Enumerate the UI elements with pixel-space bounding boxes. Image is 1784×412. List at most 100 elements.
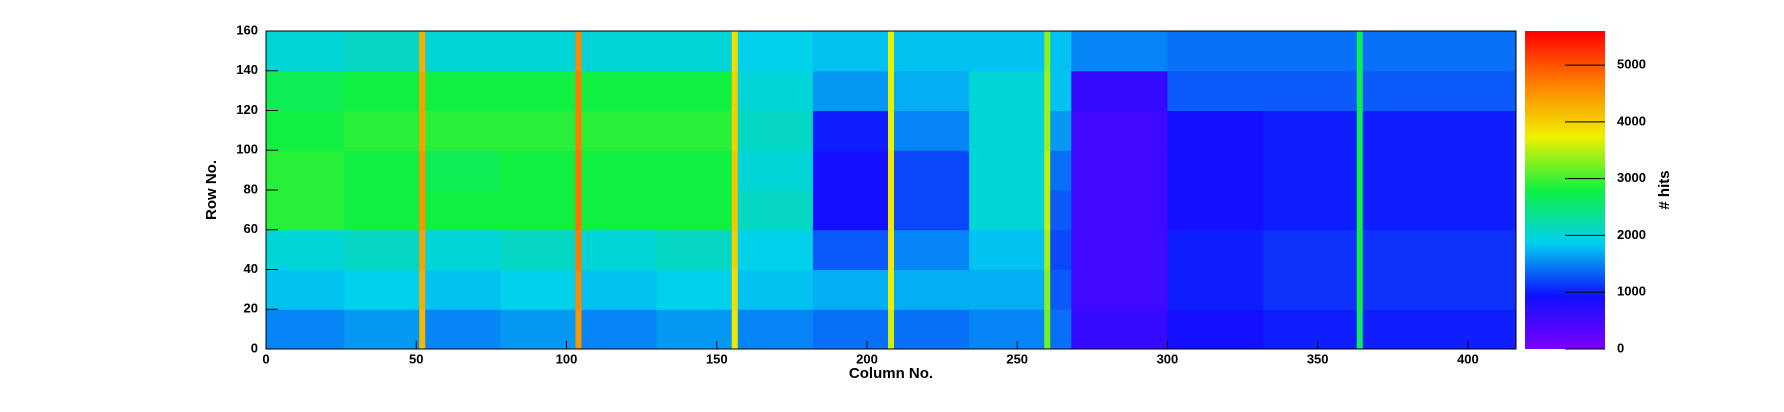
heatmap-cell xyxy=(1362,229,1439,270)
heatmap-cell xyxy=(1437,190,1517,231)
heatmap-cell xyxy=(425,110,501,151)
colorbar-tick-label: 3000 xyxy=(1617,170,1646,185)
heatmap-cell xyxy=(731,190,739,231)
heatmap-cell xyxy=(731,229,739,270)
heatmap-cell xyxy=(1071,190,1168,231)
heatmap-cell xyxy=(1263,190,1358,231)
heatmap-cell xyxy=(266,229,345,270)
y-tick-label: 60 xyxy=(244,221,258,236)
heatmap-cell xyxy=(1362,150,1439,191)
heatmap-cell xyxy=(344,309,420,350)
heatmap-cell xyxy=(737,150,814,191)
heatmap-cell xyxy=(1362,190,1439,231)
heatmap-cell xyxy=(419,31,426,72)
heatmap-cell xyxy=(812,269,889,310)
heatmap-cell xyxy=(500,150,576,191)
heatmap-cell xyxy=(425,150,501,191)
heatmap-cell xyxy=(500,110,576,151)
heatmap-cell xyxy=(1356,70,1364,111)
heatmap-cell xyxy=(1437,110,1517,151)
heatmap-cell xyxy=(1050,31,1072,72)
heatmap-cell xyxy=(894,150,970,191)
heatmap-cell xyxy=(887,269,895,310)
heatmap-cell xyxy=(581,190,658,231)
heatmap-cell xyxy=(1167,31,1265,72)
heatmap-cell xyxy=(1437,150,1517,191)
heatmap-cell xyxy=(1263,70,1358,111)
heatmap-cell xyxy=(969,229,1045,270)
heatmap-cell xyxy=(1356,190,1364,231)
heatmap-cell xyxy=(266,309,345,350)
heatmap-cell xyxy=(500,269,576,310)
heatmap-cell xyxy=(500,229,576,270)
heatmap-cell xyxy=(575,309,583,350)
heatmap-cell xyxy=(1362,31,1439,72)
heatmap-cell xyxy=(419,190,426,231)
heatmap-cell xyxy=(812,70,889,111)
colorbar-tick-label: 5000 xyxy=(1617,57,1646,72)
heatmap-cell xyxy=(656,31,733,72)
heatmap-cell xyxy=(1167,70,1265,111)
heatmap-cell xyxy=(1167,190,1265,231)
heatmap-cell xyxy=(969,110,1045,151)
heatmap-cell xyxy=(1437,31,1517,72)
heatmap-cell xyxy=(1362,309,1439,350)
colorbar-tick-label: 0 xyxy=(1617,340,1624,355)
heatmap-cell xyxy=(887,110,895,151)
x-tick-label: 50 xyxy=(409,351,423,366)
heatmap-cell xyxy=(894,70,970,111)
heatmap-cell xyxy=(575,31,583,72)
heatmap-cell xyxy=(969,70,1045,111)
heatmap-cell xyxy=(1362,269,1439,310)
heatmap-cell xyxy=(1167,229,1265,270)
y-tick-label: 20 xyxy=(244,301,258,316)
heatmap-cell xyxy=(656,70,733,111)
heatmap-cell xyxy=(1356,309,1364,350)
heatmap-cell xyxy=(1362,110,1439,151)
x-tick-label: 350 xyxy=(1307,351,1329,366)
heatmap-cell xyxy=(266,110,345,151)
heatmap-cell xyxy=(731,269,739,310)
heatmap-cell xyxy=(500,70,576,111)
heatmap-cell xyxy=(581,70,658,111)
heatmap-cell xyxy=(737,110,814,151)
heatmap-cell xyxy=(1044,229,1051,270)
heatmap-cell xyxy=(1044,150,1051,191)
heatmap-cell xyxy=(581,309,658,350)
heatmap-cell xyxy=(887,190,895,231)
heatmap-cell xyxy=(969,309,1045,350)
heatmap-cell xyxy=(737,190,814,231)
y-axis-title: Row No. xyxy=(203,160,220,220)
heatmap-cell xyxy=(812,150,889,191)
heatmap-cell xyxy=(1356,269,1364,310)
heatmap-cell xyxy=(1167,269,1265,310)
heatmap-cell xyxy=(419,269,426,310)
heatmap-cell xyxy=(1167,150,1265,191)
x-tick-label: 250 xyxy=(1006,351,1028,366)
heatmap-cell xyxy=(1356,150,1364,191)
heatmap-cell xyxy=(656,269,733,310)
y-tick-label: 120 xyxy=(236,102,258,117)
heatmap-cell xyxy=(1437,269,1517,310)
heatmap-cell xyxy=(969,190,1045,231)
heatmap-cell xyxy=(419,70,426,111)
heatmap-cell xyxy=(1050,309,1072,350)
heatmap-cell xyxy=(737,229,814,270)
heatmap-cell xyxy=(1356,110,1364,151)
heatmap-cell xyxy=(1263,309,1358,350)
heatmap-cell xyxy=(1050,110,1072,151)
heatmap-cell xyxy=(737,31,814,72)
heatmap-cell xyxy=(1050,269,1072,310)
heatmap-cell xyxy=(419,150,426,191)
heatmap-cell xyxy=(344,110,420,151)
heatmap-cell xyxy=(425,309,501,350)
x-tick-label: 100 xyxy=(556,351,578,366)
heatmap-cell xyxy=(1071,110,1168,151)
x-tick-label: 0 xyxy=(262,351,269,366)
heatmap-cell xyxy=(1071,150,1168,191)
heatmap-cell xyxy=(812,31,889,72)
heatmap-cell xyxy=(1167,309,1265,350)
heatmap-cell xyxy=(812,229,889,270)
heatmap-cell xyxy=(894,190,970,231)
